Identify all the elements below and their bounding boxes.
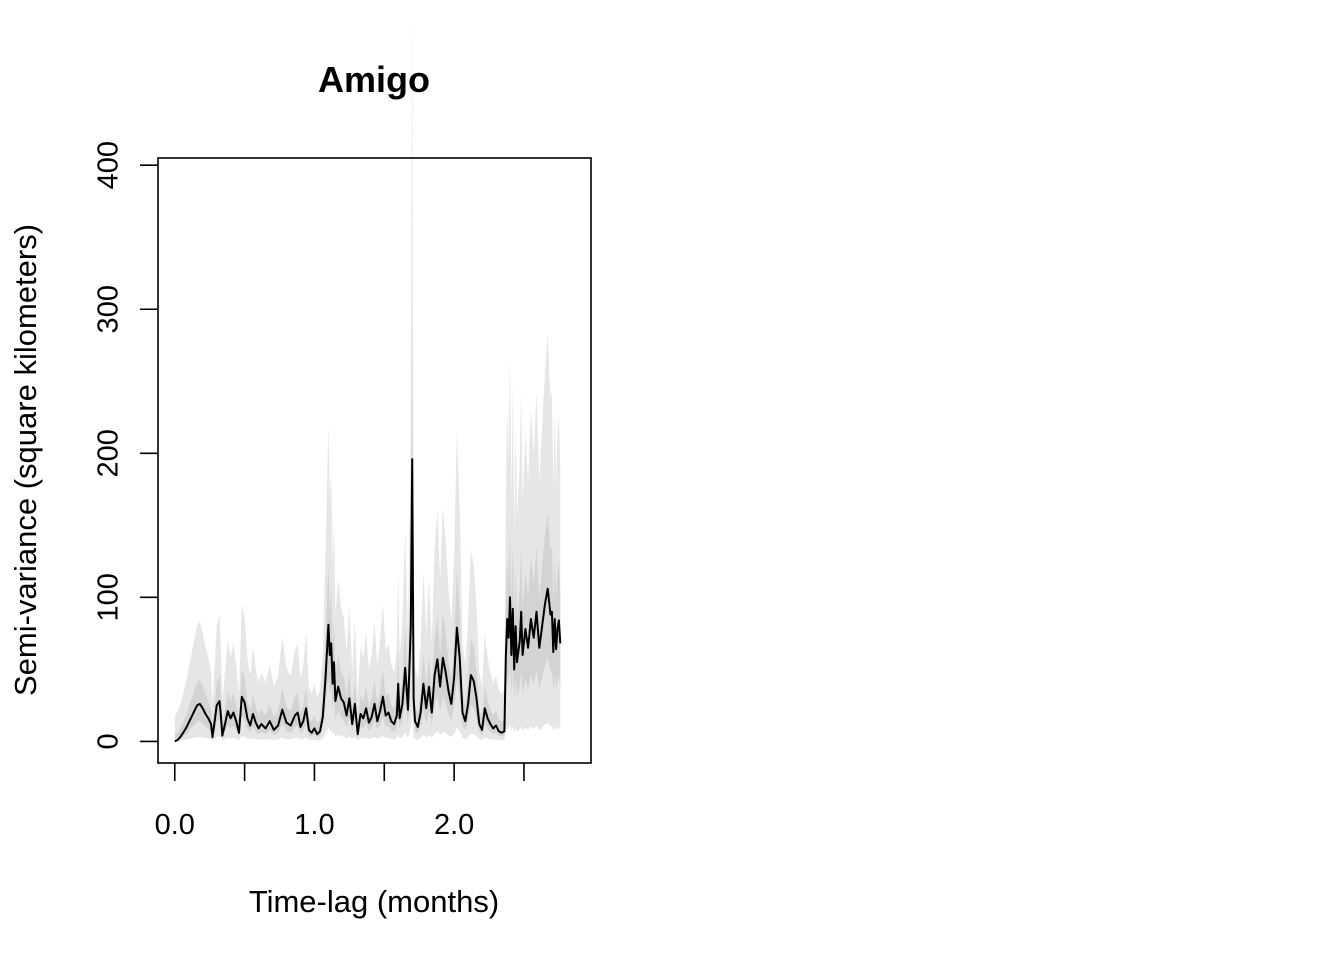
y-tick-label: 400 [93, 141, 125, 189]
x-tick-label: 1.0 [294, 809, 334, 841]
y-axis: 0 100 200 300 400 [93, 141, 158, 749]
x-axis: 0.0 1.0 2.0 [155, 763, 525, 841]
y-tick-label: 100 [93, 573, 125, 621]
x-tick-label: 0.0 [155, 809, 195, 841]
plot-frame [157, 157, 592, 764]
outer-confidence-band [174, 9, 561, 742]
x-axis-label: Time-lag (months) [249, 884, 499, 919]
y-tick-label: 0 [93, 733, 125, 749]
x-tick-label: 2.0 [434, 809, 474, 841]
y-tick-label: 200 [93, 429, 125, 477]
semivariance-line [174, 458, 562, 743]
series-line-layer [174, 458, 562, 743]
y-axis-label: Semi-variance (square kilometers) [8, 224, 43, 696]
chart-title: Amigo [318, 59, 430, 100]
y-tick-label: 300 [93, 285, 125, 333]
confidence-bands [174, 9, 561, 742]
